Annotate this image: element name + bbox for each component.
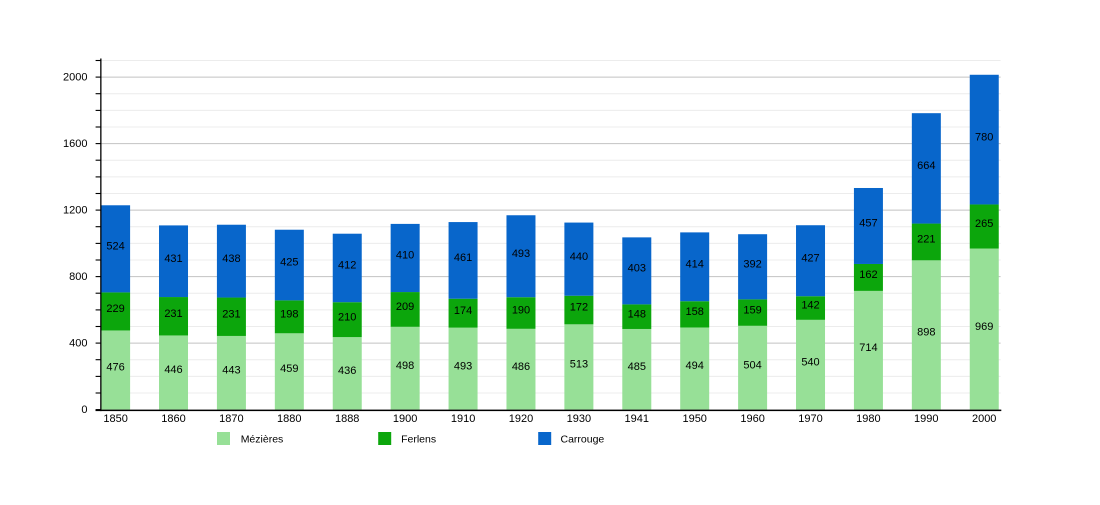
- svg-text:969: 969: [975, 321, 993, 333]
- svg-text:Mézières: Mézières: [241, 433, 284, 445]
- svg-text:1860: 1860: [161, 413, 185, 425]
- svg-text:231: 231: [164, 308, 182, 320]
- svg-text:476: 476: [106, 362, 124, 374]
- svg-text:457: 457: [859, 218, 877, 230]
- svg-text:172: 172: [570, 302, 588, 314]
- svg-text:162: 162: [859, 269, 877, 281]
- svg-text:1870: 1870: [219, 413, 243, 425]
- svg-text:174: 174: [454, 305, 472, 317]
- svg-text:210: 210: [338, 311, 356, 323]
- svg-text:209: 209: [396, 301, 414, 313]
- svg-text:494: 494: [686, 360, 704, 372]
- svg-text:898: 898: [917, 327, 935, 339]
- svg-text:410: 410: [396, 250, 414, 262]
- svg-text:714: 714: [859, 342, 877, 354]
- svg-text:1850: 1850: [103, 413, 127, 425]
- svg-text:446: 446: [164, 364, 182, 376]
- svg-text:1920: 1920: [509, 413, 533, 425]
- svg-text:198: 198: [280, 309, 298, 321]
- svg-text:1910: 1910: [451, 413, 475, 425]
- svg-text:1888: 1888: [335, 413, 359, 425]
- svg-text:229: 229: [106, 303, 124, 315]
- svg-text:1941: 1941: [625, 413, 649, 425]
- svg-text:431: 431: [164, 253, 182, 265]
- svg-text:0: 0: [81, 404, 87, 416]
- svg-text:Ferlens: Ferlens: [401, 433, 436, 445]
- svg-text:436: 436: [338, 365, 356, 377]
- svg-text:403: 403: [628, 263, 646, 275]
- svg-text:513: 513: [570, 359, 588, 371]
- svg-text:158: 158: [686, 306, 704, 318]
- svg-text:412: 412: [338, 260, 356, 272]
- svg-text:265: 265: [975, 218, 993, 230]
- svg-text:438: 438: [222, 253, 240, 265]
- svg-text:1980: 1980: [856, 413, 880, 425]
- svg-text:Carrouge: Carrouge: [561, 433, 605, 445]
- svg-text:664: 664: [917, 160, 935, 172]
- svg-text:392: 392: [743, 259, 761, 271]
- svg-text:461: 461: [454, 252, 472, 264]
- svg-text:427: 427: [801, 252, 819, 264]
- svg-text:1880: 1880: [277, 413, 301, 425]
- svg-text:142: 142: [801, 300, 819, 312]
- svg-text:440: 440: [570, 251, 588, 263]
- svg-text:504: 504: [743, 359, 761, 371]
- svg-text:400: 400: [69, 337, 87, 349]
- svg-text:493: 493: [512, 248, 530, 260]
- svg-text:498: 498: [396, 360, 414, 372]
- svg-text:540: 540: [801, 356, 819, 368]
- svg-text:148: 148: [628, 308, 646, 320]
- svg-text:1200: 1200: [63, 204, 87, 216]
- svg-text:493: 493: [454, 360, 472, 372]
- svg-text:221: 221: [917, 234, 935, 246]
- svg-text:1960: 1960: [740, 413, 764, 425]
- svg-text:1900: 1900: [393, 413, 417, 425]
- svg-text:485: 485: [628, 361, 646, 373]
- svg-text:425: 425: [280, 257, 298, 269]
- svg-text:486: 486: [512, 361, 530, 373]
- svg-text:159: 159: [743, 304, 761, 316]
- svg-text:1950: 1950: [682, 413, 706, 425]
- svg-text:1970: 1970: [798, 413, 822, 425]
- svg-text:2000: 2000: [63, 71, 87, 83]
- svg-text:231: 231: [222, 308, 240, 320]
- svg-text:414: 414: [686, 259, 704, 271]
- svg-text:1600: 1600: [63, 138, 87, 150]
- svg-text:1990: 1990: [914, 413, 938, 425]
- svg-text:780: 780: [975, 131, 993, 143]
- svg-text:2000: 2000: [972, 413, 996, 425]
- svg-text:190: 190: [512, 305, 530, 317]
- svg-text:443: 443: [222, 365, 240, 377]
- svg-text:800: 800: [69, 271, 87, 283]
- svg-text:459: 459: [280, 363, 298, 375]
- svg-text:524: 524: [106, 241, 124, 253]
- svg-text:1930: 1930: [567, 413, 591, 425]
